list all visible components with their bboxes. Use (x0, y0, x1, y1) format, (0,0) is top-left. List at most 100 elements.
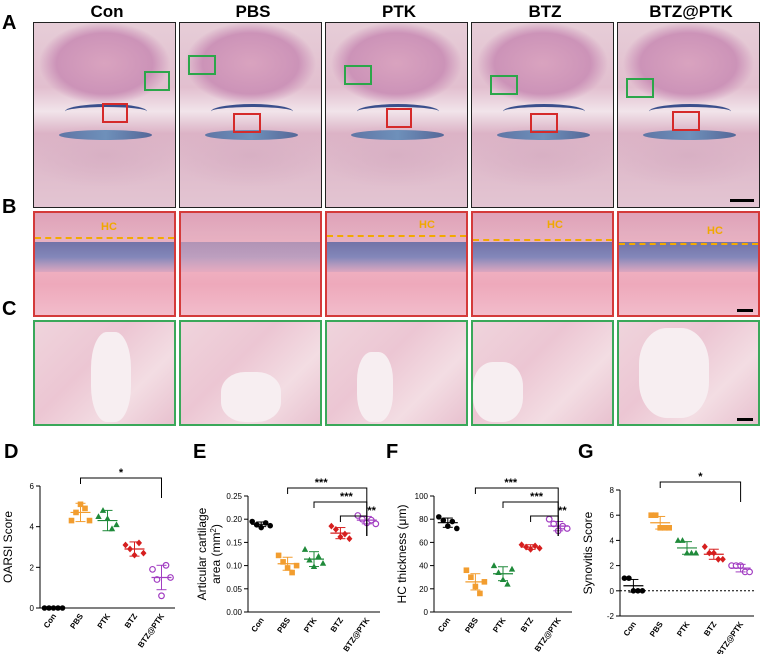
chart-g-synovitis: -2 0 2 4 6 8 Synovitis Score Con PBS PTK BTZBTZ@PT… (581, 471, 754, 654)
significance-bracket (659, 481, 742, 502)
x-tick-label: BTZ@PTK (136, 612, 166, 650)
hc-label: HC (547, 219, 563, 231)
data-point (463, 567, 470, 574)
cartilage-closeup-ptk: HC (325, 211, 468, 317)
y-axis-label: Articular cartilage (195, 507, 209, 600)
panel-letter-d: D (4, 441, 19, 463)
panel-letter-c: C (2, 298, 17, 320)
joint-section-pbs (179, 22, 322, 208)
significance-label: *** (504, 477, 518, 489)
y-axis-label: area (mm2) (209, 524, 224, 584)
red-roi-box (672, 111, 700, 131)
x-tick-label: PBS (648, 619, 665, 638)
y-tick-label: 6 (610, 511, 615, 520)
scale-bar (737, 418, 753, 421)
data-point (719, 555, 726, 563)
data-point (140, 549, 147, 557)
x-tick-label: BTZ@PTK (715, 620, 745, 654)
significance-label: ** (367, 505, 376, 517)
data-point (536, 544, 543, 552)
data-point (621, 575, 628, 581)
data-point (666, 525, 672, 531)
synovium-closeup-ptk (325, 320, 468, 426)
cartilage-closeup-btz: HC (471, 211, 614, 317)
y-tick-label: 2 (30, 563, 35, 572)
x-tick-label: Con (250, 616, 266, 634)
data-point (449, 518, 456, 525)
panel-letter-f: F (386, 441, 399, 463)
data-point (508, 565, 516, 572)
y-tick-label: 100 (415, 492, 429, 501)
red-roi-box (233, 113, 261, 133)
data-point (86, 517, 93, 524)
y-axis-label: OARSI Score (1, 511, 15, 583)
chart-f-hc-thickness: 0 20 40 60 80 100 HC thickness (μm) Con PBS PTK BT… (395, 477, 572, 654)
y-tick-label: 4 (30, 523, 35, 532)
scale-bar (730, 199, 754, 202)
data-point (436, 514, 442, 520)
data-point (280, 559, 286, 565)
data-point (692, 549, 700, 556)
panel-letter-a: A (2, 12, 17, 34)
y-tick-label: 0.25 (226, 492, 242, 501)
x-tick-label: BTZ@PTK (533, 616, 563, 654)
x-tick-label: PTK (302, 616, 319, 634)
cartilage-closeup-btz-ptk: HC (617, 211, 760, 317)
data-point (674, 537, 682, 543)
synovium-closeup-btz (471, 320, 614, 426)
panel-letter-g: G (578, 441, 594, 463)
y-tick-label: 0.10 (226, 562, 242, 571)
significance-bracket (80, 477, 162, 498)
significance-bracket (339, 515, 368, 536)
significance-bracket (287, 487, 368, 536)
x-tick-label: PTK (675, 620, 692, 638)
y-axis-label: Synovitis Score (581, 511, 595, 594)
significance-label: ** (558, 505, 567, 517)
y-tick-label: 0.00 (226, 608, 242, 617)
synovium-closeup-btz-ptk (617, 320, 760, 426)
data-point (95, 513, 102, 519)
data-point (454, 525, 460, 532)
joint-section-con (33, 22, 176, 208)
x-tick-label: BTZ (702, 620, 718, 638)
data-point (701, 543, 708, 551)
x-tick-label: PBS (68, 611, 85, 630)
data-point (153, 576, 161, 583)
column-header-ptk: PTK (382, 2, 416, 21)
green-roi-box (344, 65, 372, 85)
data-point (626, 575, 632, 581)
column-header-btz: BTZ (528, 2, 562, 21)
x-tick-label: Con (42, 612, 58, 630)
data-point (468, 574, 474, 580)
y-tick-label: 4 (610, 536, 615, 545)
data-point (341, 530, 348, 538)
data-point (122, 541, 129, 549)
x-tick-label: BTZ (123, 612, 139, 630)
joint-section-btz-ptk (617, 22, 760, 208)
panel-letter-e: E (193, 441, 207, 463)
x-tick-label: PTK (491, 616, 508, 634)
significance-label: * (119, 467, 124, 479)
cartilage-closeup-con: HC (33, 211, 176, 317)
hc-label: HC (707, 225, 723, 237)
column-header-con: Con (90, 2, 124, 21)
red-roi-box (386, 108, 412, 128)
hc-label: HC (101, 221, 117, 233)
x-tick-label: BTZ (519, 616, 535, 634)
x-tick-label: BTZ@PTK (341, 616, 371, 654)
cartilage-closeup-pbs (179, 211, 322, 317)
x-tick-label: PTK (96, 612, 113, 630)
y-tick-label: 20 (419, 585, 428, 594)
data-point (545, 515, 553, 523)
x-tick-label: PBS (463, 615, 480, 634)
data-point (328, 522, 335, 530)
y-tick-label: -2 (607, 612, 615, 621)
y-tick-label: 60 (419, 538, 428, 547)
data-point (332, 526, 339, 533)
data-point (301, 546, 309, 552)
column-header-pbs: PBS (235, 2, 271, 21)
y-tick-label: 0.05 (226, 585, 242, 594)
x-tick-label: BTZ (329, 616, 345, 634)
hc-label: HC (419, 219, 435, 231)
significance-bracket (530, 515, 559, 536)
